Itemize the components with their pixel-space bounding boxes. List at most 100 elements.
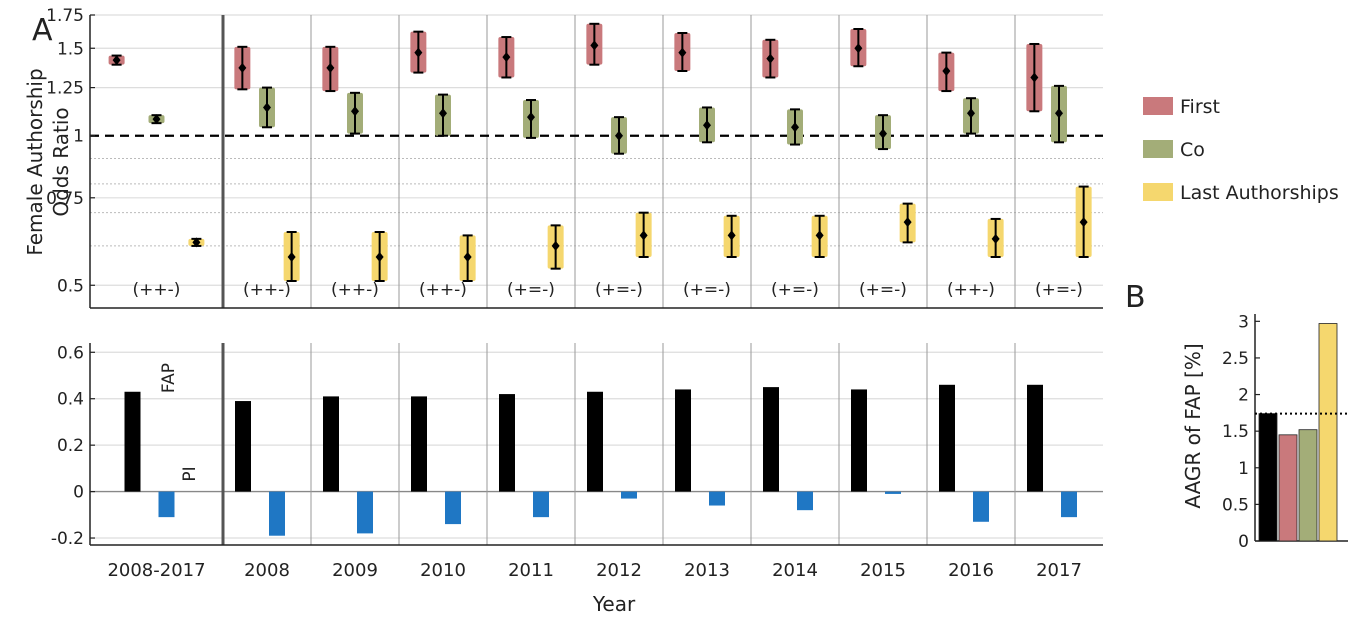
co-point [439,108,447,119]
last-point [903,217,912,228]
sign-annotation: (+=-) [771,280,819,300]
aagr-bar-co [1298,429,1318,542]
fap-bar [499,394,515,492]
sign-annotation: (+=-) [683,280,731,300]
last-point [727,230,736,241]
last-point [815,230,824,241]
first-point [238,62,247,73]
x-axis-label: Year [592,592,636,616]
legend-swatch-co [1143,140,1173,158]
sign-annotation: (+=-) [859,280,907,300]
y-tick-label: 1.75 [46,6,84,26]
y-tick-label: 0.2 [57,436,84,456]
aagr-bar-last [1318,323,1338,542]
fap-bar [1027,384,1043,492]
pi-bar [621,491,637,499]
odds-ratio-ylabel-line2: Odds Ratio [49,107,73,216]
pi-bar [445,491,461,525]
x-tick-label: 2009 [332,560,378,581]
pi-bar [973,491,989,522]
pi-bar [1061,491,1077,518]
first-point [414,47,423,58]
last-point [287,252,296,263]
panel-b-letter: B [1125,280,1146,315]
legend-label-last: Last Authorships [1180,182,1339,204]
aagr-y-tick-label: 2.5 [1222,349,1249,369]
legend-swatch-last [1143,183,1173,201]
fap-bar [939,384,955,492]
odds-ratio-marks [108,22,1092,282]
fap-bar [675,389,691,492]
first-point [942,65,951,76]
sign-annotation: (+=-) [595,280,643,300]
legend: First Co Last Authorships [1143,96,1339,204]
panel-a-letter: A [32,13,53,48]
pi-bar [357,491,373,534]
first-point [766,53,775,64]
co-point [703,120,711,131]
aagr-bar-fap [1258,413,1278,542]
aagr-y-tick-label: 1.5 [1222,422,1249,442]
y-tick-label: -0.2 [51,529,84,549]
fap-bar [411,396,427,492]
last-point [192,237,201,248]
aagr-y-tick-label: 1 [1238,459,1249,479]
aagr-y-tick-label: 3 [1238,312,1249,332]
pi-bar [269,491,285,536]
x-tick-label: 2008 [244,560,290,581]
sign-annotation: (+=-) [507,280,555,300]
co-point [527,112,535,123]
last-point [639,230,648,241]
co-point [879,128,887,139]
pi-bar [797,491,813,511]
fap-bar [124,391,141,492]
fap-pi-x-ticks: 2008-2017 2008 2009 2010 2011 2012 2013 2014 201… [107,560,1081,581]
fap-bar [587,391,603,492]
sign-annotation: (++-) [243,280,291,300]
x-tick-label: 2015 [860,560,906,581]
y-tick-label: 0.6 [57,343,84,363]
aagr-y-tick-label: 2 [1238,386,1249,406]
aagr-y-tick-label: 0 [1238,532,1249,552]
aagr-ylabel: AAGR of FAP [%] [1181,343,1205,508]
sign-annotation: (+=-) [1035,280,1083,300]
y-tick-label: 1 [73,127,84,147]
legend-swatch-first [1143,97,1173,115]
fap-annotation: FAP [159,363,179,393]
aagr-bar-first [1278,434,1298,542]
fap-pi-y-ticks: -0.2 0 0.2 0.4 0.6 [51,343,95,549]
x-tick-label: 2013 [684,560,730,581]
aagr-panel: 0 0.5 1 1.5 2 2.5 3 AAGR of FAP [%] [1181,312,1348,552]
sign-annotation: (++-) [331,280,379,300]
x-tick-label: 2012 [596,560,642,581]
y-tick-label: 1.5 [57,39,84,59]
legend-label-first: First [1180,96,1220,118]
pi-bar [533,491,549,518]
aagr-y-tick-label: 0.5 [1222,495,1249,515]
y-tick-label: 0.75 [46,189,84,209]
aagr-y-ticks: 0 0.5 1 1.5 2 2.5 3 [1222,312,1348,552]
co-point [791,122,799,133]
co-point [967,108,975,119]
odds-ratio-grid [89,14,1103,309]
last-point [463,252,472,263]
odds-ratio-sign-annotations: (++-) (++-) (++-) (++-) (+=-) (+=-) (+=-) (+=-)… [133,280,1083,300]
fap-bar [323,396,339,492]
first-point [112,55,121,66]
first-point [502,52,511,63]
first-point [678,47,687,58]
legend-label-co: Co [1180,139,1205,161]
fap-pi-panel: -0.2 0 0.2 0.4 0.6 2008-2017 2008 2009 2010 2011… [51,343,1103,616]
y-tick-label: 1.25 [46,79,84,99]
pi-annotation: PI [180,466,200,481]
fap-bar [851,389,867,492]
x-tick-label: 2011 [508,560,554,581]
co-point [615,130,623,141]
first-point [590,40,599,51]
pi-bar [158,491,175,518]
first-point [326,62,335,73]
x-tick-label: 2010 [420,560,466,581]
y-tick-label: 0.4 [57,390,84,410]
sign-annotation: (++-) [133,280,181,300]
